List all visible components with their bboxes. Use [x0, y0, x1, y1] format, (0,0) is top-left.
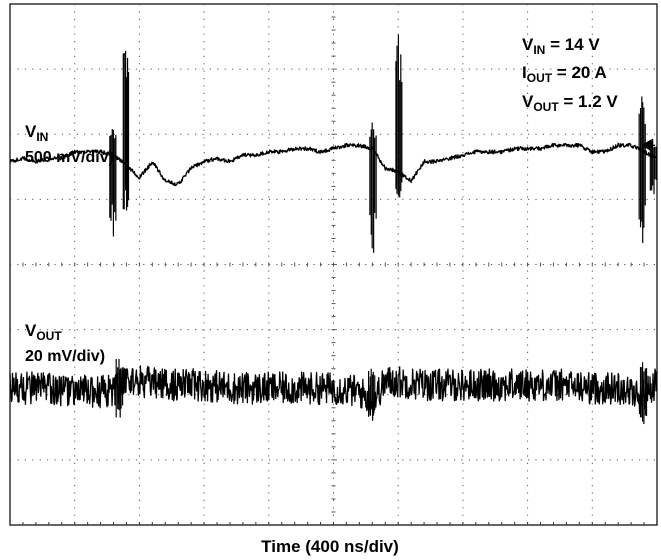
spike-vin-0 [109, 129, 117, 237]
traces [9, 34, 658, 425]
condition-vout: VOUT = 1.2 V [522, 92, 618, 114]
spike-vin-4 [638, 96, 646, 244]
vin-channel-label: VIN [25, 122, 48, 144]
graticule [9, 3, 658, 526]
spike-vout-2 [639, 362, 648, 425]
vout-channel-label: VOUT [25, 321, 62, 343]
trace-vin [9, 142, 658, 187]
spike-vin-3 [395, 34, 403, 198]
spike-vin-2 [369, 122, 377, 253]
vout-scale-label: 20 mV/div) [25, 348, 105, 365]
trigger-level-arrow-icon [641, 138, 655, 152]
condition-vin: VIN = 14 V [522, 35, 600, 57]
condition-iout: IOUT = 20 A [522, 63, 607, 85]
spike-vout-0 [115, 358, 124, 418]
spike-vin-1 [122, 50, 130, 211]
vin-scale-label: 500 mV/div) [25, 149, 114, 166]
spike-vout-1 [368, 368, 376, 421]
x-axis-label: Time (400 ns/div) [261, 537, 399, 556]
